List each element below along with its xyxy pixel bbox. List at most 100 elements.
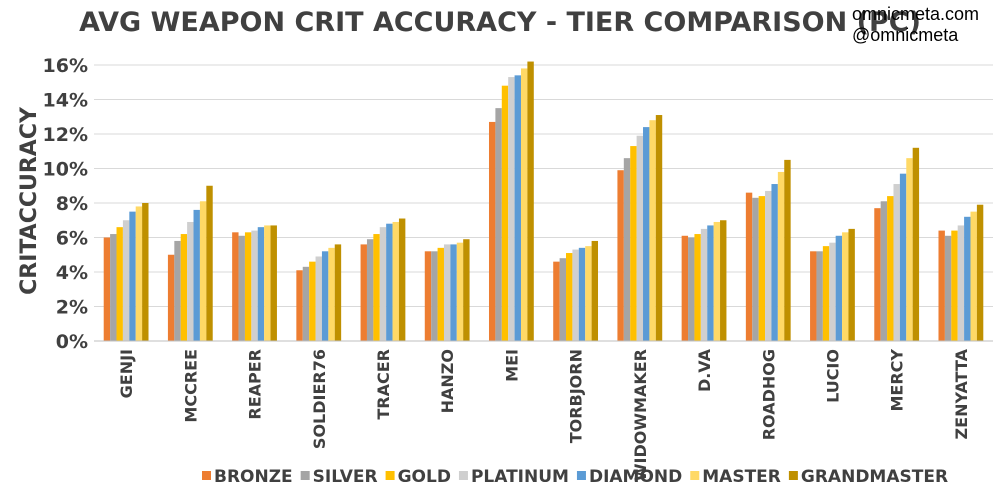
category-label: GENJI [117,349,136,398]
legend-label-grandmaster: GRANDMASTER [801,467,948,487]
bar-torbjorn-diamond [578,247,586,341]
bar-roadhog-gold [758,196,766,341]
bar-mercy-platinum [893,184,900,341]
bar-torbjorn-bronze [553,261,560,341]
legend-swatch-gold [385,471,395,480]
bar-genji-grandmaster [142,203,149,341]
bar-tracer-diamond [386,223,393,341]
bar-d-va-grandmaster [720,220,727,341]
bar-reaper-grandmaster [270,225,277,341]
bar-d-va-gold [694,234,701,341]
bar-mercy-bronze [874,208,881,341]
bar-mercy-diamond [899,173,907,341]
bar-soldier76-diamond [321,251,329,341]
bar-lucio-platinum [829,242,836,341]
category-label: HANZO [438,349,457,413]
bar-soldier76-silver [302,266,310,341]
bar-hanzo-master [456,242,464,341]
bar-hanzo-gold [437,247,444,341]
category-label: MEI [502,349,521,382]
bars [103,61,984,342]
category-label: D.VA [695,348,714,392]
legend-swatch-silver [300,471,310,480]
legend-swatch-bronze [202,471,211,480]
bar-reaper-diamond [257,227,265,341]
bar-hanzo-diamond [450,244,457,341]
bar-genji-silver [110,234,117,341]
bar-mercy-gold [887,196,894,341]
bar-mei-diamond [514,75,521,341]
bar-tracer-bronze [360,244,367,341]
bar-lucio-grandmaster [848,228,855,342]
legend-label-bronze: BRONZE [214,467,293,487]
bar-zenyatta-gold [951,230,958,341]
y-tick-label: 6% [56,228,88,250]
category-label: SOLDIER76 [310,349,329,449]
bar-reaper-gold [244,232,252,341]
bar-mei-silver [495,108,502,342]
bar-roadhog-silver [752,197,759,341]
bar-lucio-diamond [835,235,843,341]
bar-widowmaker-master [649,120,656,341]
legend: BRONZE SILVER GOLD PLATINUM DIAMOND MASTER GRA… [202,467,948,487]
bar-roadhog-diamond [771,184,778,341]
bar-widowmaker-diamond [643,127,650,341]
bar-lucio-gold [822,246,830,342]
y-tick-label: 16% [43,55,88,77]
bar-d-va-silver [688,237,695,341]
bar-lucio-bronze [810,251,817,341]
category-labels: GENJI MCCREE REAPER SOLDIER76 TRACER HANZO MEI… [117,348,971,481]
legend-label-silver: SILVER [313,467,378,487]
bar-soldier76-gold [309,261,316,341]
bar-reaper-platinum [251,230,258,341]
bar-d-va-platinum [700,228,708,342]
bar-widowmaker-platinum [636,135,644,341]
bar-torbjorn-gold [566,253,573,341]
bar-d-va-bronze [681,235,689,341]
bar-mccree-master [199,201,207,341]
bar-genji-master [135,206,143,341]
bar-lucio-silver [816,251,823,341]
y-tick-label: 12% [43,124,88,146]
bar-hanzo-bronze [424,251,432,341]
bar-zenyatta-bronze [938,230,945,341]
bar-torbjorn-master [585,246,592,342]
bar-mccree-diamond [193,209,200,341]
bar-d-va-master [713,221,721,341]
bar-roadhog-bronze [745,192,753,341]
bar-roadhog-platinum [765,190,772,341]
legend-swatch-platinum [458,471,468,480]
bar-hanzo-silver [431,251,438,341]
bar-reaper-silver [238,235,245,341]
y-tick-label: 0% [56,331,88,353]
y-axis-label: CRITACCURACY [17,106,42,295]
gridlines [94,64,993,307]
bar-soldier76-platinum [315,256,322,341]
bar-widowmaker-grandmaster [655,115,663,341]
bar-tracer-gold [373,234,380,341]
legend-label-gold: GOLD [398,467,451,487]
category-label: ROADHOG [759,349,778,440]
bar-genji-diamond [129,211,136,342]
bar-genji-bronze [103,237,111,341]
legend-label-master: MASTER [702,467,781,487]
legend-label-platinum: PLATINUM [471,467,569,487]
bar-tracer-master [392,221,399,341]
bar-widowmaker-silver [623,158,631,341]
y-tick-label: 10% [43,159,88,181]
y-tick-label: 8% [56,193,88,215]
bar-genji-gold [116,227,123,341]
y-tick-label: 4% [56,262,88,284]
bar-mccree-bronze [167,254,175,341]
bar-roadhog-grandmaster [784,159,791,342]
bar-widowmaker-gold [630,146,637,341]
watermark-handle: @omnicmeta [852,25,959,45]
bar-zenyatta-silver [944,235,952,341]
bar-mei-platinum [508,77,515,341]
legend-label-diamond: DIAMOND [589,467,682,487]
category-label: MERCY [888,349,907,412]
bar-mei-grandmaster [527,61,534,342]
category-label: REAPER [246,349,265,420]
y-tick-labels: 0% 2% 4% 6% 8% 10% 12% 14% 16% [43,55,88,353]
